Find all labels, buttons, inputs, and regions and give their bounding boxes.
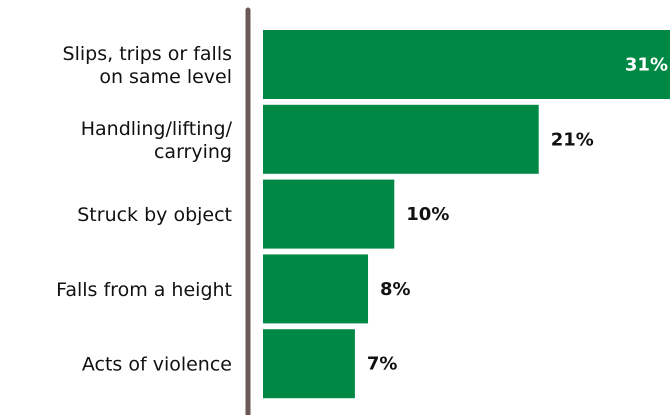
value-label-1: 21% — [551, 129, 594, 150]
category-label-2: Struck by object — [77, 204, 232, 226]
bar-0 — [263, 30, 670, 99]
bars-group — [263, 30, 670, 399]
category-label-1: Handling/lifting/carrying — [81, 118, 233, 163]
bar-4 — [263, 329, 355, 399]
category-label-3: Falls from a height — [56, 279, 232, 301]
value-label-0: 31% — [625, 55, 668, 76]
value-labels-group: 31% 21% 10% 8% 7% — [367, 55, 668, 375]
category-label-0: Slips, trips or falls on same level — [63, 43, 232, 88]
bar-3 — [263, 254, 369, 324]
category-labels-group: Slips, trips or falls on same level Handli… — [56, 43, 232, 376]
bar-2 — [263, 179, 395, 249]
category-label-4: Acts of violence — [82, 354, 232, 376]
value-label-2: 10% — [406, 204, 449, 225]
value-label-4: 7% — [367, 354, 398, 375]
value-label-3: 8% — [380, 279, 411, 300]
bar-1 — [263, 104, 539, 174]
